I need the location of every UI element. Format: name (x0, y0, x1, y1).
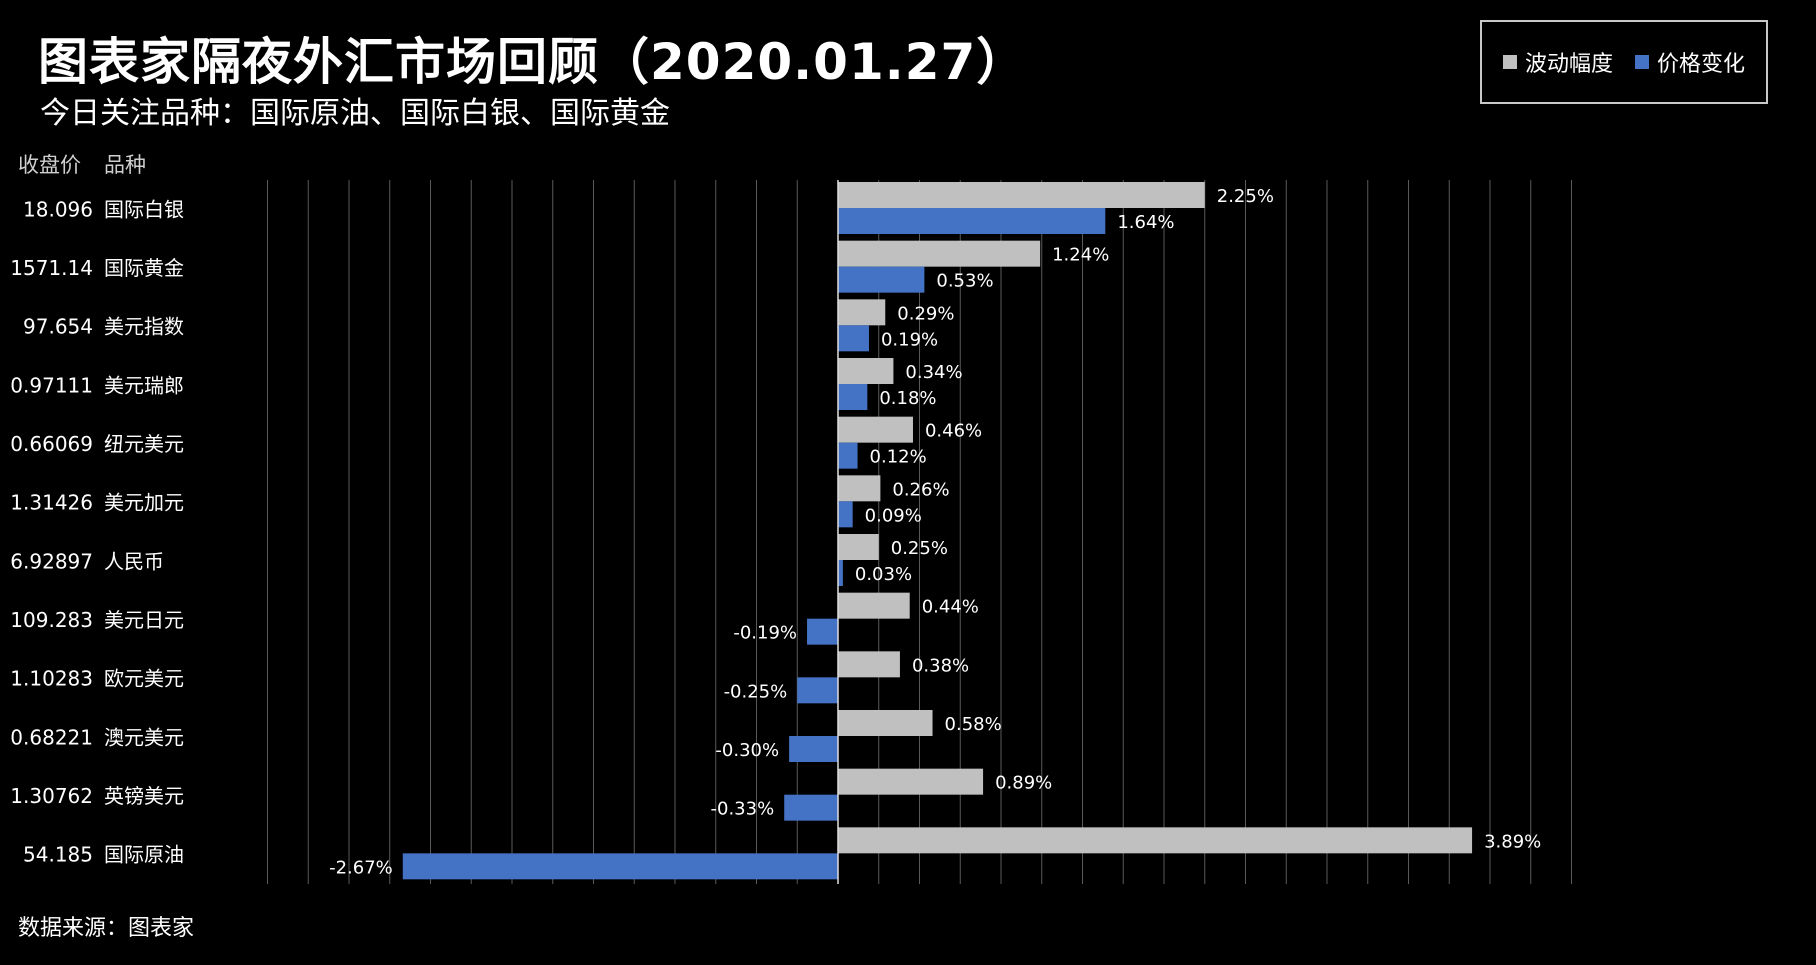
legend-swatch-price-change (1635, 55, 1649, 69)
volatility-value-label: 2.25% (1217, 186, 1274, 207)
price-change-bar (838, 560, 843, 586)
price-change-value-label: 0.53% (936, 271, 993, 292)
price-change-bar (807, 618, 838, 645)
data-source: 数据来源：图表家 (18, 916, 195, 941)
price-change-bar (797, 677, 838, 704)
volatility-bar (838, 768, 984, 795)
volatility-bar (838, 827, 1473, 854)
legend-label-volatility: 波动幅度 (1524, 52, 1613, 77)
closing-price-label: 0.66069 (10, 432, 93, 456)
legend-item-volatility: 波动幅度 (1502, 46, 1613, 78)
price-change-value-label: -0.25% (724, 681, 788, 702)
volatility-bar (838, 182, 1205, 208)
price-change-value-label: 0.09% (865, 505, 922, 526)
category-label: 人民币 (104, 549, 164, 573)
volatility-bar (838, 651, 900, 678)
price-change-bar (838, 208, 1106, 234)
price-change-bar (838, 325, 869, 352)
volatility-bar (838, 534, 879, 560)
volatility-bar (838, 299, 886, 326)
volatility-bar (838, 240, 1041, 267)
price-change-bar (838, 442, 858, 469)
closing-price-label: 18.096 (23, 197, 93, 221)
legend-label-price-change: 价格变化 (1657, 52, 1746, 77)
closing-price-label: 0.68221 (10, 725, 93, 749)
category-label: 国际黄金 (104, 256, 184, 280)
category-label: 英镑美元 (104, 784, 184, 808)
volatility-value-label: 1.24% (1052, 245, 1109, 266)
price-change-value-label: -2.67% (329, 857, 393, 878)
price-change-bar (402, 853, 838, 880)
closing-price-label: 109.283 (10, 608, 93, 632)
price-change-value-label: -0.19% (733, 623, 797, 644)
price-change-value-label: -0.30% (715, 740, 779, 761)
volatility-bar (838, 710, 933, 736)
price-change-value-label: 1.64% (1117, 212, 1174, 233)
price-change-bar (784, 794, 838, 821)
category-label: 美元加元 (104, 491, 184, 515)
volatility-bar (838, 475, 881, 502)
category-label: 纽元美元 (104, 432, 184, 456)
category-label: 美元瑞郎 (104, 373, 184, 397)
category-label: 国际白银 (104, 197, 184, 221)
price-change-value-label: 0.18% (879, 388, 936, 409)
price-change-bar (838, 501, 853, 528)
volatility-value-label: 0.38% (912, 655, 969, 676)
closing-price-label: 54.185 (23, 843, 93, 867)
volatility-value-label: 0.29% (897, 303, 954, 324)
closing-price-label: 1571.14 (10, 256, 93, 280)
volatility-bar (838, 416, 913, 443)
category-label: 美元指数 (104, 315, 184, 339)
closing-price-label: 97.654 (23, 315, 93, 339)
price-change-value-label: 0.03% (855, 564, 912, 585)
volatility-value-label: 0.25% (891, 538, 948, 559)
name-column-header: 品种 (104, 153, 146, 177)
volatility-value-label: 0.89% (995, 773, 1052, 794)
category-label: 澳元美元 (104, 725, 184, 749)
price-change-bar (838, 384, 868, 410)
category-label: 欧元美元 (104, 667, 184, 691)
price-change-bar (838, 266, 925, 293)
volatility-bar (838, 358, 894, 384)
price-change-bar (789, 736, 838, 762)
closing-price-label: 1.31426 (10, 491, 93, 515)
legend: 波动幅度 价格变化 (1480, 20, 1768, 104)
closing-price-label: 1.10283 (10, 667, 93, 691)
closing-price-label: 1.30762 (10, 784, 93, 808)
legend-item-price-change: 价格变化 (1635, 46, 1745, 78)
chart-subtitle: 今日关注品种：国际原油、国际白银、国际黄金 (40, 96, 670, 131)
price-column-header: 收盘价 (18, 153, 81, 177)
price-change-value-label: 0.19% (881, 329, 938, 350)
price-change-value-label: -0.33% (711, 799, 775, 820)
volatility-bar (838, 592, 910, 619)
legend-swatch-volatility (1502, 55, 1517, 69)
volatility-value-label: 0.26% (892, 479, 949, 500)
volatility-value-label: 0.46% (925, 421, 982, 442)
chart-title: 图表家隔夜外汇市场回顾（2020.01.27） (38, 33, 1028, 91)
volatility-value-label: 0.58% (945, 714, 1002, 735)
volatility-value-label: 3.89% (1484, 831, 1541, 852)
closing-price-label: 0.97111 (10, 373, 93, 397)
volatility-value-label: 0.34% (905, 362, 962, 383)
closing-price-label: 6.92897 (10, 549, 93, 573)
category-label: 国际原油 (104, 843, 184, 867)
price-change-value-label: 0.12% (870, 447, 927, 468)
volatility-value-label: 0.44% (922, 597, 979, 618)
category-label: 美元日元 (104, 608, 184, 632)
